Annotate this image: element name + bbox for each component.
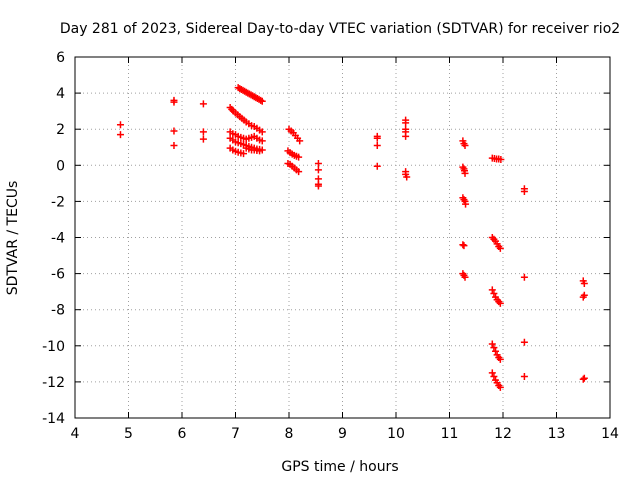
data-point: [461, 141, 469, 149]
data-point: [314, 166, 322, 174]
data-point: [497, 156, 505, 164]
data-point: [490, 372, 498, 380]
data-point: [256, 147, 264, 155]
data-point: [403, 173, 411, 181]
y-tick-label: -4: [51, 231, 65, 247]
data-point: [520, 372, 528, 380]
y-tick-label: 4: [56, 86, 65, 102]
data-point: [580, 291, 588, 299]
grid-lines: [75, 57, 610, 418]
x-tick-label: 8: [285, 426, 294, 442]
data-point: [258, 128, 266, 136]
x-tick-label: 4: [71, 426, 80, 442]
data-point: [116, 131, 124, 139]
data-point: [496, 355, 504, 363]
data-point: [199, 100, 207, 108]
data-point: [496, 383, 504, 391]
data-point: [520, 273, 528, 281]
data-point: [488, 369, 496, 377]
data-point: [373, 162, 381, 170]
y-tick-label: -10: [42, 339, 65, 355]
y-axis-label: SDTVAR / TECUs: [5, 181, 21, 296]
data-point: [170, 127, 178, 135]
x-axis-ticks: 4 5 6 7 8 9 10 11 12 13 14: [71, 57, 619, 442]
data-point: [258, 97, 266, 105]
y-tick-label: -6: [51, 267, 65, 283]
data-point: [170, 98, 178, 106]
data-point: [240, 150, 248, 158]
x-axis-label: GPS time / hours: [281, 459, 398, 475]
data-point: [461, 169, 469, 177]
y-tick-label: -2: [51, 194, 65, 210]
data-point: [579, 375, 587, 383]
data-point: [296, 137, 304, 145]
y-tick-label: 0: [56, 158, 65, 174]
data-point: [199, 135, 207, 143]
y-tick-label: -14: [42, 411, 65, 427]
data-point: [199, 128, 207, 136]
data-point: [295, 153, 303, 161]
data-point: [488, 340, 496, 348]
data-points: [116, 84, 588, 391]
data-point: [314, 159, 322, 167]
x-tick-label: 14: [601, 426, 619, 442]
data-point: [492, 347, 500, 355]
data-point: [520, 338, 528, 346]
y-tick-label: 6: [56, 50, 65, 66]
x-tick-label: 11: [441, 426, 459, 442]
data-point: [461, 273, 469, 281]
chart-title: Day 281 of 2023, Sidereal Day-to-day VTE…: [60, 21, 620, 37]
x-tick-label: 13: [548, 426, 566, 442]
data-point: [116, 121, 124, 129]
data-point: [373, 141, 381, 149]
data-point: [373, 134, 381, 142]
data-point: [490, 344, 498, 352]
data-point: [459, 241, 467, 249]
data-point: [258, 137, 266, 145]
data-point: [580, 280, 588, 288]
x-tick-label: 6: [178, 426, 187, 442]
data-point: [460, 242, 468, 250]
data-point: [520, 187, 528, 195]
y-tick-label: -12: [42, 375, 65, 391]
data-point: [496, 299, 504, 307]
data-point: [490, 289, 498, 297]
data-point: [170, 141, 178, 149]
data-point: [402, 119, 410, 127]
y-axis-ticks: -14 -12 -10 -8 -6 -4 -2 0 2 4 6: [42, 50, 610, 427]
x-tick-label: 9: [338, 426, 347, 442]
y-tick-label: 2: [56, 122, 65, 138]
data-point: [580, 374, 588, 382]
plot-frame: [74, 56, 611, 419]
x-tick-label: 10: [387, 426, 405, 442]
x-tick-label: 5: [124, 426, 133, 442]
data-point: [462, 200, 470, 208]
data-point: [295, 168, 303, 176]
y-tick-label: -8: [51, 303, 65, 319]
x-tick-label: 12: [494, 426, 512, 442]
x-tick-label: 7: [231, 426, 240, 442]
data-point: [314, 182, 322, 190]
data-point: [488, 286, 496, 294]
data-point: [496, 244, 504, 252]
data-point: [402, 132, 410, 140]
